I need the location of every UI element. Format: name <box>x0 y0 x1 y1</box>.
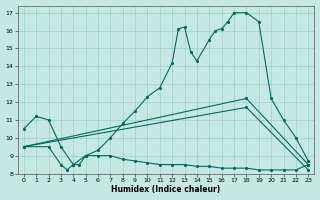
X-axis label: Humidex (Indice chaleur): Humidex (Indice chaleur) <box>111 185 221 194</box>
